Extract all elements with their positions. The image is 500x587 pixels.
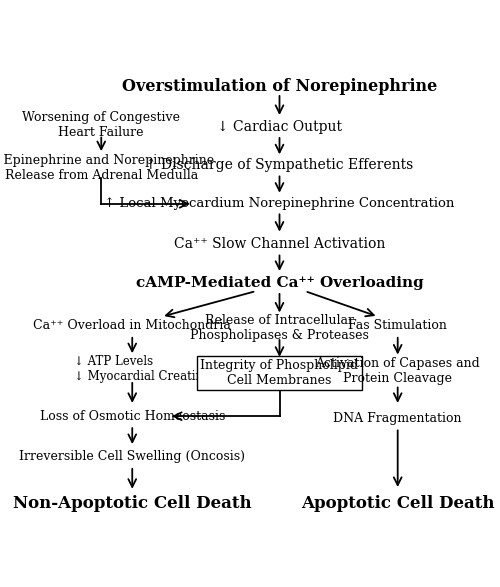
Text: Worsening of Congestive
Heart Failure: Worsening of Congestive Heart Failure [22,111,180,139]
Text: Irreversible Cell Swelling (Oncosis): Irreversible Cell Swelling (Oncosis) [19,450,245,463]
Text: ↑ Local Myocardium Norepinephrine Concentration: ↑ Local Myocardium Norepinephrine Concen… [104,197,455,210]
Text: ↑ Discharge of Sympathetic Efferents: ↑ Discharge of Sympathetic Efferents [146,158,414,173]
Text: DNA Fragmentation: DNA Fragmentation [334,412,462,425]
Text: ↑ Epinephrine and Norepinephrine
Release from Adrenal Medulla: ↑ Epinephrine and Norepinephrine Release… [0,154,214,181]
Text: Apoptotic Cell Death: Apoptotic Cell Death [301,495,494,512]
Text: cAMP-Mediated Ca⁺⁺ Overloading: cAMP-Mediated Ca⁺⁺ Overloading [136,276,424,290]
Text: ↓ Cardiac Output: ↓ Cardiac Output [217,120,342,134]
Text: Release of Intracellular
Phospholipases & Proteases: Release of Intracellular Phospholipases … [190,314,369,342]
Text: ↓ ATP Levels
↓ Myocardial Creatine Phosphate: ↓ ATP Levels ↓ Myocardial Creatine Phosp… [74,355,276,383]
Text: Overstimulation of Norepinephrine: Overstimulation of Norepinephrine [122,77,437,95]
Text: Non-Apoptotic Cell Death: Non-Apoptotic Cell Death [13,495,252,512]
Text: Activation of Capases and
Protein Cleavage: Activation of Capases and Protein Cleava… [316,357,480,385]
Text: Loss of Osmotic Homeostasis: Loss of Osmotic Homeostasis [40,410,225,423]
Text: Ca⁺⁺ Overload in Mitochondria: Ca⁺⁺ Overload in Mitochondria [34,319,231,332]
Text: Fas Stimulation: Fas Stimulation [348,319,447,332]
Text: Integrity of Phospholipid
Cell Membranes: Integrity of Phospholipid Cell Membranes [200,359,358,387]
Text: Ca⁺⁺ Slow Channel Activation: Ca⁺⁺ Slow Channel Activation [174,238,385,251]
